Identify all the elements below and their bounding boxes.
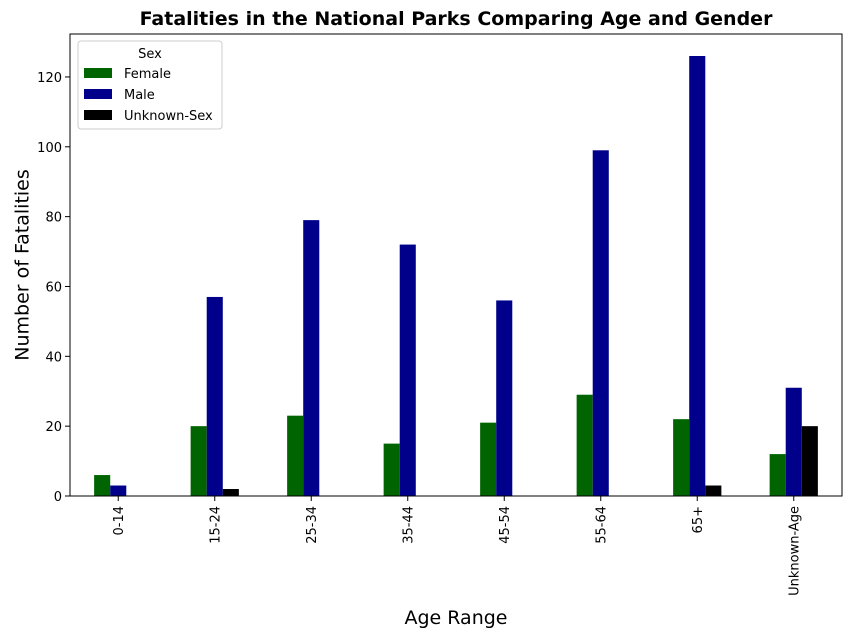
x-tick-label: 45-54 — [498, 506, 513, 544]
legend-swatch-female — [84, 68, 112, 78]
bar-male-35-44 — [399, 244, 416, 496]
bar-male-0-14 — [110, 485, 127, 496]
bar-male-15-24 — [206, 296, 223, 496]
bar-female-55-64 — [576, 394, 593, 496]
bar-female-0-14 — [94, 475, 111, 496]
bar-female-65+ — [673, 419, 690, 496]
y-tick-label: 0 — [54, 490, 62, 505]
bar-unknown-sex-15-24 — [222, 489, 239, 496]
bar-male-45-54 — [496, 300, 513, 496]
y-tick-label: 40 — [45, 350, 62, 365]
chart-title: Fatalities in the National Parks Compari… — [140, 8, 774, 30]
plot-frame — [69, 33, 843, 497]
x-tick-label: Unknown-Age — [787, 506, 802, 596]
x-tick-label: 65+ — [691, 506, 706, 533]
y-tick-label: 20 — [45, 420, 62, 435]
legend-title: Sex — [138, 47, 162, 62]
legend-label-unknown-sex: Unknown-Sex — [124, 109, 213, 124]
bar-female-unknown-age — [769, 454, 786, 496]
legend-label-male: Male — [124, 88, 155, 103]
bar-unknown-sex-unknown-age — [801, 426, 818, 496]
x-tick-label: 0-14 — [112, 506, 127, 536]
bar-male-25-34 — [303, 220, 320, 496]
y-tick-label: 60 — [45, 280, 62, 295]
legend-box — [77, 40, 223, 130]
legend-swatch-male — [84, 89, 112, 99]
bar-male-unknown-age — [785, 387, 802, 496]
bar-female-15-24 — [190, 426, 207, 496]
legend: Sex Female Male Unknown-Sex — [77, 40, 223, 130]
x-tick-label: 15-24 — [208, 506, 223, 544]
y-tick-label: 80 — [45, 211, 62, 226]
plot-area: 0 20 40 60 80 100 120 0-14 15-24 25-34 35-44 45-54 5… — [37, 33, 843, 596]
bar-female-35-44 — [383, 443, 400, 496]
x-axis-label: Age Range — [404, 607, 507, 629]
legend-swatch-unknown-sex — [84, 110, 112, 120]
y-tick-label: 120 — [37, 71, 62, 86]
y-tick-label: 100 — [37, 141, 62, 156]
y-axis-label: Number of Fatalities — [12, 169, 34, 361]
bar-male-55-64 — [592, 150, 609, 497]
bar-female-45-54 — [480, 422, 497, 496]
bar-unknown-sex-65+ — [705, 485, 722, 496]
x-tick-label: 55-64 — [594, 506, 609, 544]
legend-label-female: Female — [124, 67, 171, 82]
bar-female-25-34 — [287, 415, 304, 496]
x-tick-label: 25-34 — [305, 506, 320, 544]
bar-male-65+ — [689, 56, 706, 496]
x-tick-label: 35-44 — [401, 506, 416, 544]
